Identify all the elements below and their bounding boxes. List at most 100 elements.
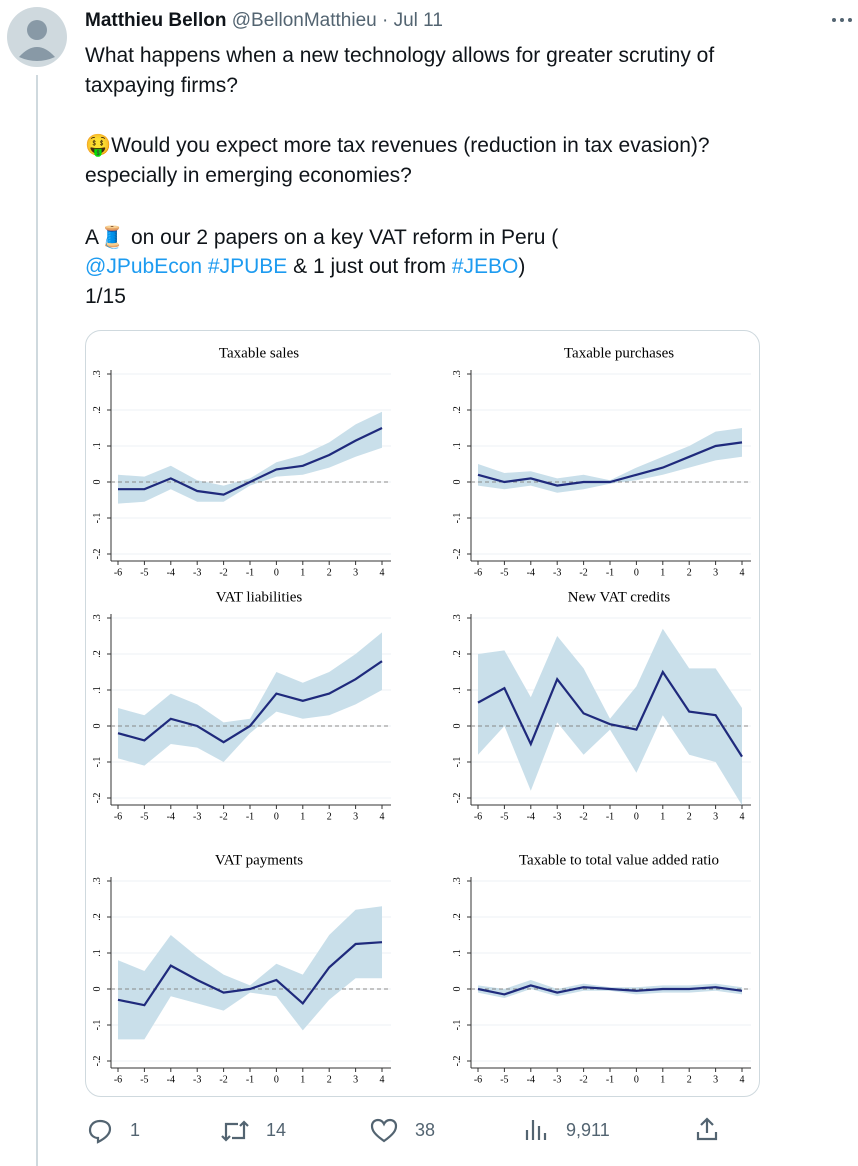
text-line: especially in emerging economies? bbox=[85, 164, 412, 187]
x-tick-label: 2 bbox=[327, 811, 332, 822]
x-tick-label: -1 bbox=[246, 1074, 254, 1085]
avatar[interactable] bbox=[7, 7, 67, 67]
mention[interactable]: @JPubEcon bbox=[85, 255, 203, 278]
x-tick-label: 0 bbox=[634, 811, 639, 822]
x-tick-label: -1 bbox=[606, 1074, 614, 1085]
y-tick-label: .3 bbox=[92, 370, 103, 378]
confidence-band bbox=[478, 628, 742, 806]
header: Matthieu Bellon @BellonMatthieu · Jul 11 bbox=[85, 10, 443, 32]
like-icon[interactable] bbox=[370, 1118, 398, 1144]
x-tick-label: -1 bbox=[606, 567, 614, 578]
confidence-band bbox=[118, 632, 382, 766]
text-line: What happens when a new technology allow… bbox=[85, 44, 715, 67]
y-tick-label: .2 bbox=[452, 406, 463, 414]
like-count: 38 bbox=[415, 1120, 436, 1140]
y-tick-label: -.2 bbox=[452, 793, 463, 804]
x-tick-label: -4 bbox=[527, 567, 535, 578]
views-count: 9,911 bbox=[566, 1120, 610, 1140]
y-tick-label: -.2 bbox=[92, 1056, 103, 1067]
x-tick-label: -4 bbox=[527, 1074, 535, 1085]
x-tick-label: -6 bbox=[474, 1074, 482, 1085]
x-tick-label: -1 bbox=[246, 811, 254, 822]
separator: · bbox=[382, 10, 389, 31]
y-tick-label: .2 bbox=[92, 650, 103, 658]
estimate-line bbox=[117, 941, 383, 1007]
x-tick-label: 3 bbox=[713, 567, 718, 578]
x-tick-label: -1 bbox=[606, 811, 614, 822]
y-tick-label: .3 bbox=[452, 877, 463, 885]
x-tick-label: 1 bbox=[300, 811, 305, 822]
x-tick-label: 0 bbox=[274, 567, 279, 578]
y-tick-label: .2 bbox=[92, 913, 103, 921]
x-tick-label: -4 bbox=[167, 811, 175, 822]
x-tick-label: -2 bbox=[219, 811, 227, 822]
y-tick-label: .1 bbox=[92, 686, 103, 694]
share-icon[interactable] bbox=[694, 1116, 720, 1142]
x-tick-label: -3 bbox=[553, 811, 561, 822]
x-tick-label: 0 bbox=[274, 1074, 279, 1085]
x-tick-label: 3 bbox=[353, 811, 358, 822]
x-tick-label: 4 bbox=[740, 1074, 745, 1085]
estimate-line bbox=[477, 984, 743, 996]
x-tick-label: 2 bbox=[687, 1074, 692, 1085]
confidence-band bbox=[118, 411, 382, 504]
hashtag[interactable]: #JEBO bbox=[451, 255, 519, 278]
more-button[interactable] bbox=[830, 14, 854, 26]
y-tick-label: .1 bbox=[92, 949, 103, 957]
repost-count: 14 bbox=[266, 1120, 287, 1140]
text-line: 1/15 bbox=[85, 285, 126, 308]
x-tick-label: -5 bbox=[500, 567, 508, 578]
text-line: taxpaying firms? bbox=[85, 74, 238, 97]
y-tick-label: -.1 bbox=[92, 513, 103, 524]
y-tick-label: 0 bbox=[92, 480, 103, 485]
estimate-line bbox=[117, 660, 383, 744]
x-tick-label: 2 bbox=[687, 567, 692, 578]
y-tick-label: 0 bbox=[452, 480, 463, 485]
x-tick-label: 4 bbox=[380, 1074, 385, 1085]
date[interactable]: Jul 11 bbox=[393, 10, 443, 31]
confidence-band bbox=[478, 428, 742, 493]
y-tick-label: .2 bbox=[452, 913, 463, 921]
x-tick-label: -5 bbox=[140, 567, 148, 578]
author-name[interactable]: Matthieu Bellon bbox=[85, 10, 227, 31]
y-tick-label: -.1 bbox=[452, 513, 463, 524]
estimate-line bbox=[477, 441, 743, 487]
y-tick-label: -.1 bbox=[452, 757, 463, 768]
chart-title: VAT payments bbox=[215, 852, 303, 868]
x-tick-label: 1 bbox=[660, 567, 665, 578]
text-line: A🧵 on our 2 papers on a key VAT reform i… bbox=[85, 226, 559, 249]
x-tick-label: -5 bbox=[500, 1074, 508, 1085]
x-tick-label: -3 bbox=[193, 567, 201, 578]
x-tick-label: -6 bbox=[114, 811, 122, 822]
y-tick-label: -.2 bbox=[92, 549, 103, 560]
repost-icon[interactable] bbox=[220, 1118, 250, 1144]
x-tick-label: 3 bbox=[713, 1074, 718, 1085]
estimate-line bbox=[477, 669, 743, 758]
media[interactable]: Taxable sales -.2 -.1 0 .1 .2 .3 -6 -5 -4 -3 -2 -1 0 1… bbox=[85, 330, 760, 1097]
y-tick-label: -.2 bbox=[92, 793, 103, 804]
text-line: @JPubEcon #JPUBE & 1 just out from #JEBO… bbox=[85, 255, 525, 279]
y-tick-label: .3 bbox=[92, 614, 103, 622]
y-tick-label: 0 bbox=[452, 987, 463, 992]
x-tick-label: -4 bbox=[167, 1074, 175, 1085]
y-tick-label: .1 bbox=[452, 686, 463, 694]
y-tick-label: .3 bbox=[92, 877, 103, 885]
y-tick-label: -.1 bbox=[92, 757, 103, 768]
y-tick-label: .1 bbox=[452, 949, 463, 957]
x-tick-label: 1 bbox=[660, 1074, 665, 1085]
views-icon[interactable] bbox=[524, 1118, 548, 1142]
thread-line bbox=[36, 75, 38, 1166]
estimate-line bbox=[118, 427, 383, 496]
x-tick-label: -6 bbox=[474, 811, 482, 822]
x-tick-label: 0 bbox=[634, 567, 639, 578]
x-tick-label: 3 bbox=[713, 811, 718, 822]
x-tick-label: -4 bbox=[527, 811, 535, 822]
x-tick-label: 4 bbox=[740, 567, 745, 578]
y-tick-label: 0 bbox=[92, 724, 103, 729]
hashtag[interactable]: #JPUBE bbox=[207, 255, 288, 278]
chart-title: VAT liabilities bbox=[216, 589, 303, 605]
x-tick-label: -5 bbox=[140, 811, 148, 822]
reply-icon[interactable] bbox=[87, 1118, 113, 1144]
handle[interactable]: @BellonMatthieu bbox=[231, 10, 377, 31]
x-tick-label: -6 bbox=[474, 567, 482, 578]
